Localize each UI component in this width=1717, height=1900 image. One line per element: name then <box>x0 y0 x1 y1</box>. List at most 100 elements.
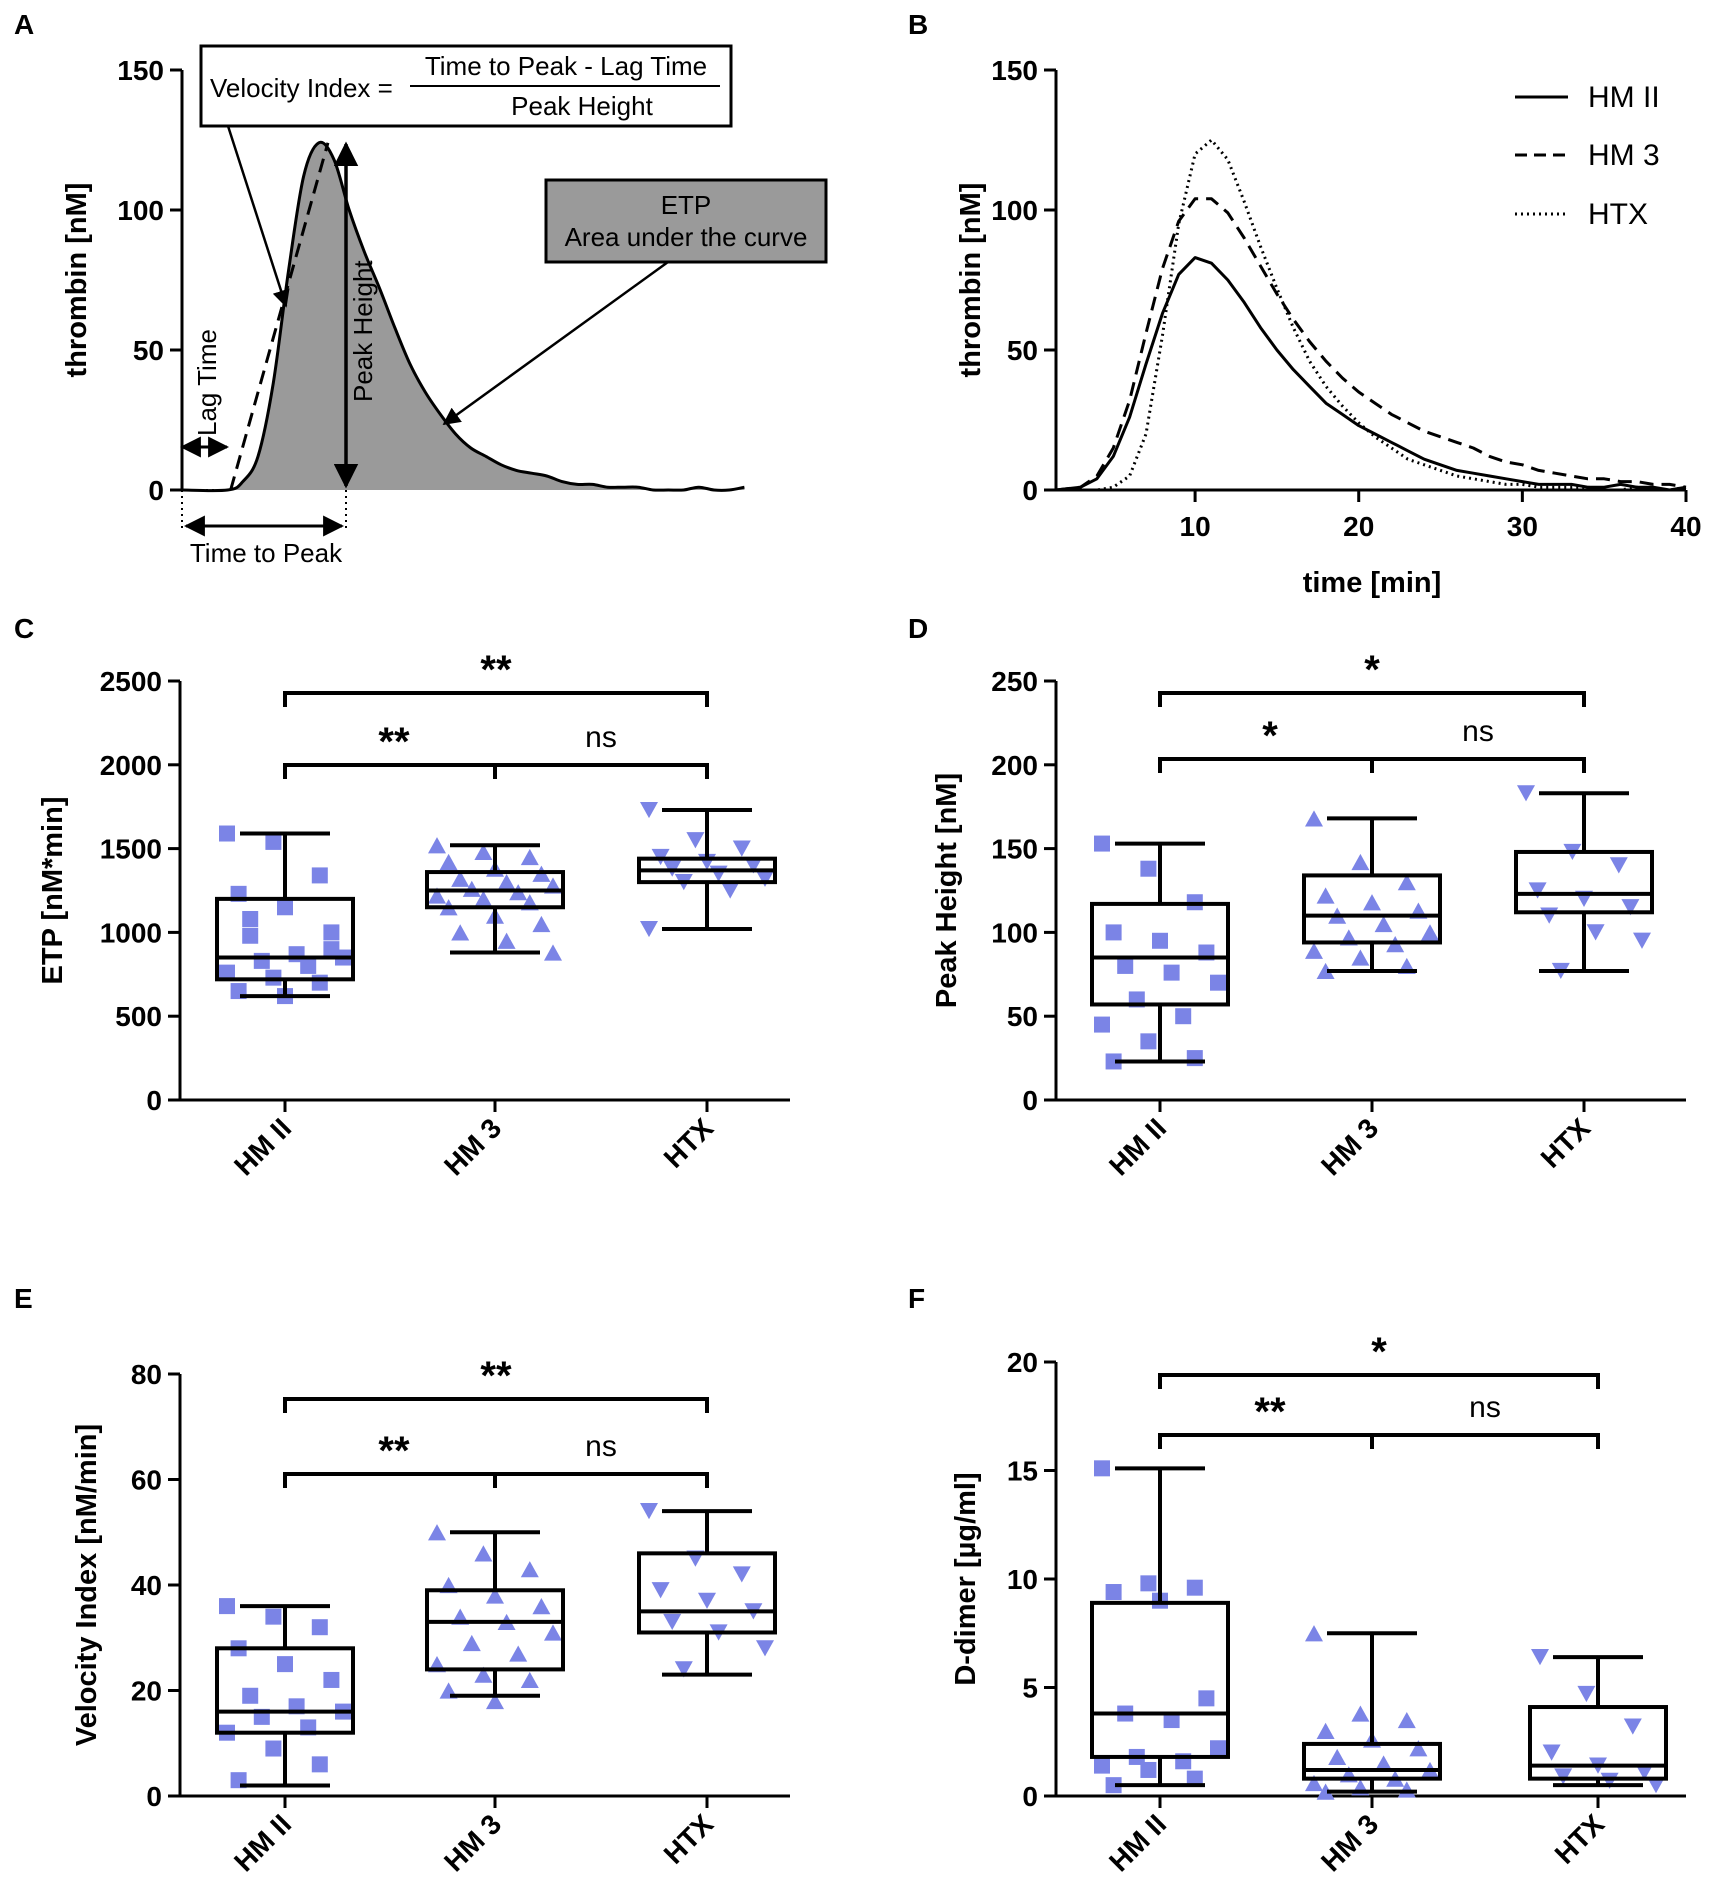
panel-f-y-tick-label: 0 <box>1022 1781 1038 1812</box>
peak-height-label: Peak Height <box>348 260 378 402</box>
panel-c-point-square <box>219 825 235 842</box>
etp-annotation-box <box>544 178 828 264</box>
panel-f-point-triangle-up <box>1328 1748 1347 1766</box>
panel-d-sig-lower-right: ns <box>1462 715 1494 748</box>
panel-d-point-square <box>1175 1008 1192 1025</box>
panel-d-peak-height-boxplot: 0 50 100 150 200 250 Peak Height [nM] HM II HM 3… <box>931 648 1686 1182</box>
panel-e-y-tick-label: 80 <box>131 1359 162 1390</box>
panel-c-point-square <box>242 910 259 927</box>
panel-a-y-tick-label: 150 <box>117 55 164 86</box>
panel-c-y-tick-label: 2000 <box>100 750 162 781</box>
panel-f-point-triangle-down <box>1647 1777 1665 1794</box>
panel-d-y-axis-label: Peak Height [nM] <box>931 773 963 1008</box>
panel-f-point-triangle-up <box>1316 1783 1335 1800</box>
panel-d-point-square <box>1210 974 1226 991</box>
panel-c-point-square <box>219 964 235 981</box>
panel-label-f: F <box>908 1283 925 1314</box>
panel-c-y-tick-label: 1000 <box>100 917 162 948</box>
panel-f-point-triangle-up <box>1397 1711 1416 1729</box>
panel-d-point-triangle-up <box>1397 874 1416 891</box>
panel-f-box-iqr <box>1302 1741 1442 1781</box>
panel-f-point-square <box>1140 1761 1157 1778</box>
panel-c-point-square <box>311 974 328 991</box>
panel-e-velocity-index-boxplot: 0 20 40 60 80 Velocity Index [nM/min] HM II HM … <box>71 1354 790 1878</box>
panel-d-point-square <box>1105 924 1122 941</box>
panel-e-box-iqr <box>215 1646 355 1735</box>
panel-a-y-tick-label: 100 <box>117 195 164 226</box>
panel-e-sig-top: ** <box>480 1354 512 1398</box>
panel-d-point-square <box>1140 1033 1157 1050</box>
panel-e-bracket-lower <box>283 1472 709 1488</box>
panel-b-y-tick-label: 50 <box>1007 335 1038 366</box>
panel-f-point-triangle-up <box>1305 1625 1323 1642</box>
panel-f-point-triangle-down <box>1542 1744 1561 1761</box>
panel-c-bracket-lower <box>283 763 709 779</box>
panel-e-point-triangle-up <box>520 1671 539 1689</box>
panel-b-y-tick-label: 0 <box>1022 475 1038 506</box>
panel-a-y-axis-label: thrombin [nM] <box>61 183 93 378</box>
series-line-htx <box>1056 138 1687 492</box>
panel-d-point-square <box>1152 932 1168 949</box>
panel-d-point-triangle-down <box>1540 907 1559 924</box>
lag-time-label: Lag Time <box>192 329 222 436</box>
panel-c-point-triangle-up <box>451 870 470 887</box>
panel-f-point-square <box>1198 1690 1215 1707</box>
panel-f-sig-lower-left: ** <box>1254 1390 1286 1434</box>
panel-d-point-triangle-up <box>1363 894 1381 911</box>
panel-e-point-triangle-up <box>509 1645 528 1662</box>
panel-a-thrombin-generation-schematic: 0 50 100 150 thrombin [nM] Velocity Index =… <box>61 44 828 568</box>
panel-f-y-axis-label: D-dimer [µg/ml] <box>950 1472 982 1685</box>
formula-lhs: Velocity Index = <box>210 73 393 103</box>
panel-c-point-triangle-up <box>451 924 470 941</box>
panel-e-y-tick-label: 60 <box>131 1465 162 1496</box>
panel-f-point-triangle-down <box>1635 1764 1654 1781</box>
panel-f-point-triangle-down <box>1554 1768 1573 1785</box>
panel-d-point-triangle-down <box>1528 882 1547 899</box>
legend-label-hm3: HM 3 <box>1588 139 1660 172</box>
panel-f-point-square <box>1105 1777 1122 1794</box>
panel-d-point-triangle-down <box>1609 857 1628 874</box>
panel-f-sig-top: * <box>1371 1330 1387 1374</box>
panel-d-y-tick-label: 50 <box>1007 1001 1038 1032</box>
panel-e-y-tick-label: 20 <box>131 1676 162 1707</box>
panel-c-point-triangle-down <box>709 865 728 882</box>
panel-d-point-triangle-up <box>1374 915 1393 933</box>
panel-c-sig-lower-right: ns <box>585 721 617 754</box>
panel-d-x-tick-label: HTX <box>1535 1112 1597 1174</box>
panel-f-point-triangle-up <box>1316 1722 1335 1739</box>
panel-f-box-iqr <box>1528 1705 1668 1781</box>
panel-d-point-square <box>1186 1050 1203 1067</box>
panel-e-point-triangle-down <box>663 1613 682 1631</box>
panel-c-point-square <box>277 899 293 916</box>
panel-a-y-tick-label: 50 <box>133 335 164 366</box>
panel-d-y-tick-label: 0 <box>1022 1085 1038 1116</box>
panel-c-etp-boxplot: 0 500 1000 1500 2000 2500 ETP [nM*min] HM II HM … <box>37 648 790 1182</box>
panel-b-y-tick-label: 150 <box>991 55 1038 86</box>
panel-f-x-tick-label: HM II <box>1103 1808 1172 1877</box>
panel-e-point-square <box>265 1608 282 1625</box>
panel-e-point-triangle-up <box>428 1524 446 1541</box>
panel-c-y-tick-label: 0 <box>146 1085 162 1116</box>
panel-b-legend: HM II HM 3 HTX <box>1515 81 1660 231</box>
panel-a-plot-area: 0 50 100 150 <box>117 55 745 506</box>
panel-c-point-triangle-up <box>532 915 551 933</box>
formula-denominator: Peak Height <box>511 91 653 121</box>
panel-d-point-triangle-up <box>1316 962 1335 980</box>
panel-c-box-iqr <box>215 896 355 982</box>
panel-e-point-square <box>323 1671 340 1688</box>
panel-e-point-square <box>311 1756 328 1773</box>
panel-d-point-triangle-up <box>1305 942 1323 959</box>
panel-f-x-tick-label: HTX <box>1549 1808 1611 1870</box>
panel-label-a: A <box>14 9 34 40</box>
panel-d-x-tick-label: HM 3 <box>1315 1112 1384 1181</box>
panel-e-point-square <box>242 1687 259 1704</box>
panel-f-point-triangle-up <box>1374 1755 1393 1772</box>
panel-c-point-triangle-up <box>474 890 493 907</box>
panel-d-point-triangle-up <box>1305 810 1323 827</box>
panel-e-bracket-top <box>283 1397 709 1413</box>
panel-b-x-tick-label: 20 <box>1343 511 1374 542</box>
panel-c-point-triangle-up <box>497 874 516 891</box>
panel-d-box-iqr <box>1090 901 1230 1007</box>
panel-c-point-square <box>300 957 317 974</box>
